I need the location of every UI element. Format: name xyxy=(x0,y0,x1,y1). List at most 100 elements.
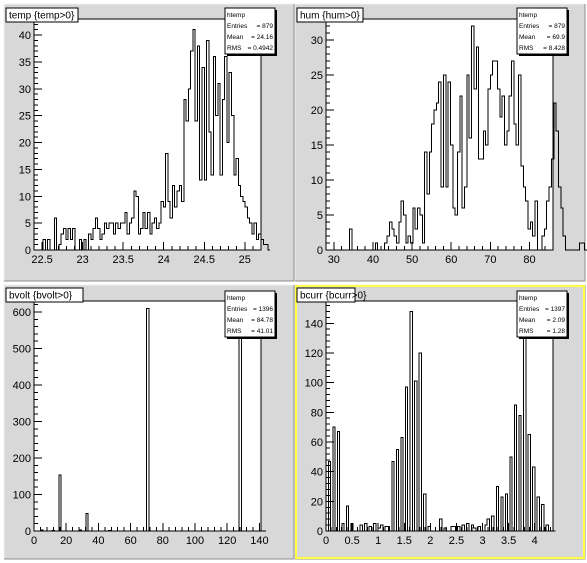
stats-value: = 69.9 xyxy=(547,34,566,41)
histogram-bin xyxy=(177,191,179,250)
histogram-bin xyxy=(458,152,460,250)
y-tick-label: 10 xyxy=(19,191,31,203)
histogram-bin xyxy=(549,187,551,250)
histogram-bin xyxy=(220,175,222,250)
histogram-bin xyxy=(179,186,181,250)
stats-label: RMS xyxy=(519,45,534,52)
histogram-bin xyxy=(254,223,256,250)
x-tick-label: 24 xyxy=(158,254,170,266)
x-tick-label: 50 xyxy=(406,254,418,266)
histogram-title: bvolt {bvolt>0} xyxy=(9,291,73,302)
histogram-bin xyxy=(505,494,507,531)
plot-frame xyxy=(33,300,262,532)
y-tick-label: 100 xyxy=(13,489,31,501)
y-tick-label: 100 xyxy=(305,378,323,390)
histogram-bin xyxy=(526,201,528,250)
histogram-bin xyxy=(239,329,241,531)
stats-name: htemp xyxy=(519,295,537,302)
pad-bevel-dark xyxy=(4,4,295,282)
histogram-pad-1[interactable]: 22.5 23 23.5 24 24.5 25 0 5 10 15 20 25 30 35 40 temp {… xyxy=(3,3,295,282)
histogram-bin xyxy=(458,527,460,531)
histogram-bin xyxy=(528,435,530,531)
x-tick-label: 3.5 xyxy=(501,535,516,547)
histogram-bin xyxy=(422,243,424,250)
histogram-bin xyxy=(234,175,236,250)
stats-value: = 2.09 xyxy=(547,317,566,324)
histogram-bin xyxy=(360,525,362,531)
histogram-bin xyxy=(84,239,86,250)
histogram-pad-4[interactable]: 0 0.5 1 1.5 2 2.5 3 3.5 4020406080100120140bcurr… xyxy=(294,284,586,560)
stats-value: = 8.428 xyxy=(543,45,565,52)
histogram-bin xyxy=(490,75,492,250)
x-tick-label: 30 xyxy=(328,254,340,266)
histogram-bin xyxy=(213,57,215,250)
x-tick-label: 4 xyxy=(532,535,538,547)
histogram-bin xyxy=(467,75,469,250)
histogram-bin xyxy=(420,215,422,250)
histogram-bin xyxy=(64,229,66,250)
y-tick-label: 80 xyxy=(311,407,323,419)
histogram-bin xyxy=(168,202,170,250)
histogram-bin xyxy=(507,131,509,250)
histogram-bin xyxy=(111,223,113,250)
histogram-bin xyxy=(59,245,61,250)
histogram-bin xyxy=(204,180,206,250)
stats-label: RMS xyxy=(227,45,242,52)
x-tick-label: 1 xyxy=(375,535,381,547)
title-box xyxy=(5,7,79,23)
stats-value: = 0.4942 xyxy=(248,45,274,52)
y-tick-label: 30 xyxy=(311,35,323,47)
stats-label: Entries xyxy=(227,306,248,313)
histogram-bin xyxy=(474,528,476,531)
histogram-bin xyxy=(152,223,154,250)
histogram-bin xyxy=(48,239,50,250)
histogram-bin xyxy=(172,186,174,250)
y-tick-label: 0 xyxy=(25,526,31,538)
x-tick-label: 23.5 xyxy=(112,254,133,266)
histogram-bin xyxy=(514,405,516,531)
y-tick-label: 30 xyxy=(19,84,31,96)
histogram-bin xyxy=(415,381,417,531)
histogram-bin xyxy=(521,166,523,250)
stats-name: htemp xyxy=(227,12,245,19)
x-tick-label: 0.5 xyxy=(344,535,359,547)
histogram-series xyxy=(326,310,556,532)
x-tick-label: 2.5 xyxy=(449,535,464,547)
y-tick-label: 500 xyxy=(13,343,31,355)
histogram-bin xyxy=(59,475,61,531)
histogram-bin xyxy=(481,159,483,250)
histogram-bin xyxy=(542,504,544,531)
histogram-bin xyxy=(530,222,532,250)
y-tick-label: 5 xyxy=(25,218,31,230)
histogram-bin xyxy=(533,236,535,250)
histogram-bin xyxy=(93,229,95,250)
histogram-pad-3[interactable]: 0 20 40 60 80 100 120 140 0 100 200 300 400 500 600 bvo… xyxy=(3,284,295,560)
histogram-bin xyxy=(448,82,450,250)
histogram-bin xyxy=(519,75,521,250)
histogram-bin xyxy=(554,103,556,250)
pad-bevel-light xyxy=(3,3,294,281)
histogram-bin xyxy=(413,208,415,250)
stats-value: = 1396 xyxy=(253,306,273,313)
stats-box xyxy=(516,290,568,338)
histogram-bin xyxy=(483,131,485,250)
histogram-bin xyxy=(392,229,394,250)
histogram-bin xyxy=(54,218,56,250)
histogram-pad-2[interactable]: 30 40 50 60 70 80 0 5 10 15 20 25 30 hum {hum>0} htemp… xyxy=(294,3,587,282)
x-tick-label: 22.5 xyxy=(31,254,52,266)
histogram-bin xyxy=(231,116,233,250)
histogram-bin xyxy=(374,524,376,531)
x-tick-label: 60 xyxy=(124,535,136,547)
histogram-bin xyxy=(497,89,499,250)
histogram-bin xyxy=(380,525,382,531)
histogram-bin xyxy=(403,215,405,250)
y-tick-label: 35 xyxy=(19,57,31,69)
y-tick-label: 20 xyxy=(311,496,323,508)
histogram-bin xyxy=(488,89,490,250)
pad-bevel-light xyxy=(3,284,294,559)
histogram-bin xyxy=(453,527,455,531)
histogram-bin xyxy=(109,223,111,250)
x-tick-label: 140 xyxy=(250,535,268,547)
selected-pad-border xyxy=(295,285,585,559)
